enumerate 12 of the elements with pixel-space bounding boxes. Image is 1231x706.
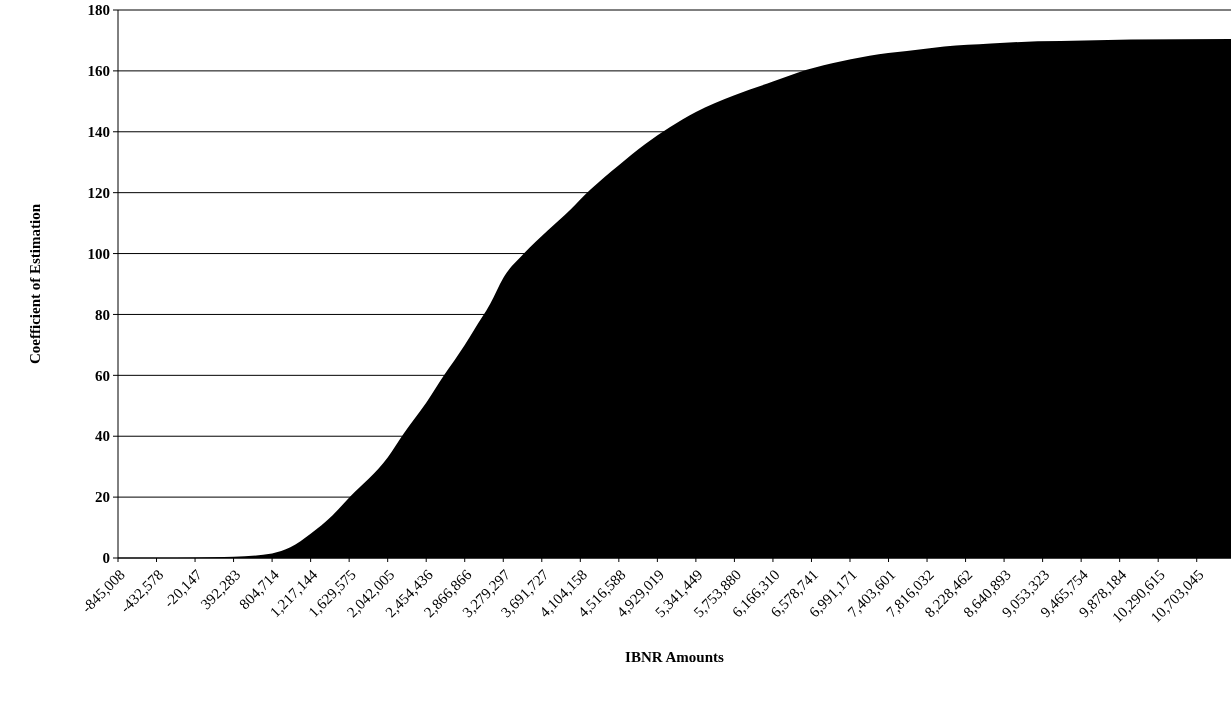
y-tick-label: 60 (95, 367, 110, 384)
y-tick-label: 120 (87, 184, 110, 201)
y-tick-label: 140 (87, 124, 110, 141)
y-tick-label: 100 (87, 245, 110, 262)
y-tick-label: 20 (95, 489, 110, 506)
y-axis-title: Coefficient of Estimation (27, 203, 43, 364)
y-tick-label: 180 (87, 2, 110, 19)
y-tick-label: 40 (95, 428, 110, 445)
y-tick-label: 80 (95, 306, 110, 323)
y-tick-label: 160 (87, 63, 110, 80)
x-axis-title: IBNR Amounts (625, 649, 725, 665)
y-tick-label: 0 (102, 550, 110, 567)
